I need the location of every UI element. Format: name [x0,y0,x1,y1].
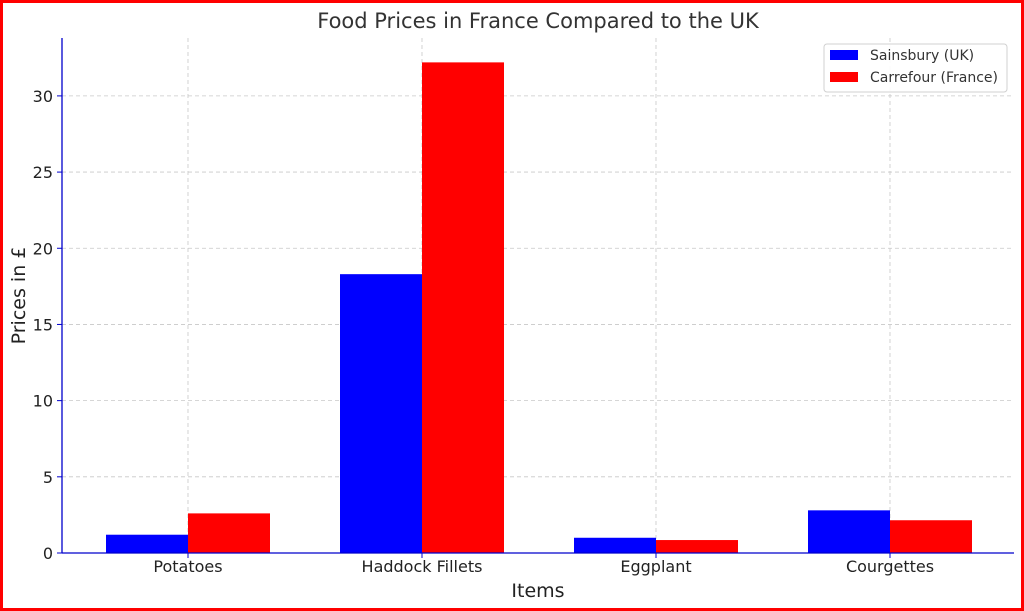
legend-swatch [830,72,858,82]
legend-label: Sainsbury (UK) [870,48,974,64]
y-tick-label: 15 [33,315,53,334]
y-tick-label: 10 [33,392,53,411]
bar-courgettes-series-1 [890,520,972,553]
bar-potatoes-series-0 [106,534,188,553]
bars [106,62,972,554]
grid [62,38,1014,553]
bar-potatoes-series-1 [188,513,270,553]
x-tick-labels: Potatoes Haddock Fillets Eggplant Courgette… [153,553,934,576]
x-tick-label: Courgettes [846,557,934,576]
x-axis-label: Items [511,580,564,602]
chart-title: Food Prices in France Compared to the UK [317,9,760,33]
y-tick-labels: 0 5 10 15 20 25 30 [33,87,62,563]
y-tick-label: 5 [43,468,53,487]
y-tick-label: 20 [33,239,53,258]
x-tick-label: Potatoes [153,557,222,576]
y-tick-label: 0 [43,544,53,563]
x-tick-label: Eggplant [620,557,691,576]
y-tick-label: 25 [33,163,53,182]
bar-haddock-fillets-series-1 [422,62,504,554]
legend-box [823,43,1008,93]
x-tick-label: Haddock Fillets [362,557,483,576]
legend-swatch [830,50,858,60]
bar-courgettes-series-0 [808,510,890,553]
legend-label: Carrefour (France) [870,70,998,86]
legend: Sainsbury (UK) Carrefour (France) [823,43,1008,93]
y-axis-label: Prices in £ [8,247,30,345]
bar-haddock-fillets-series-0 [340,274,422,553]
bar-eggplant-series-1 [656,540,738,553]
y-tick-label: 30 [33,87,53,106]
bar-eggplant-series-0 [574,537,656,553]
